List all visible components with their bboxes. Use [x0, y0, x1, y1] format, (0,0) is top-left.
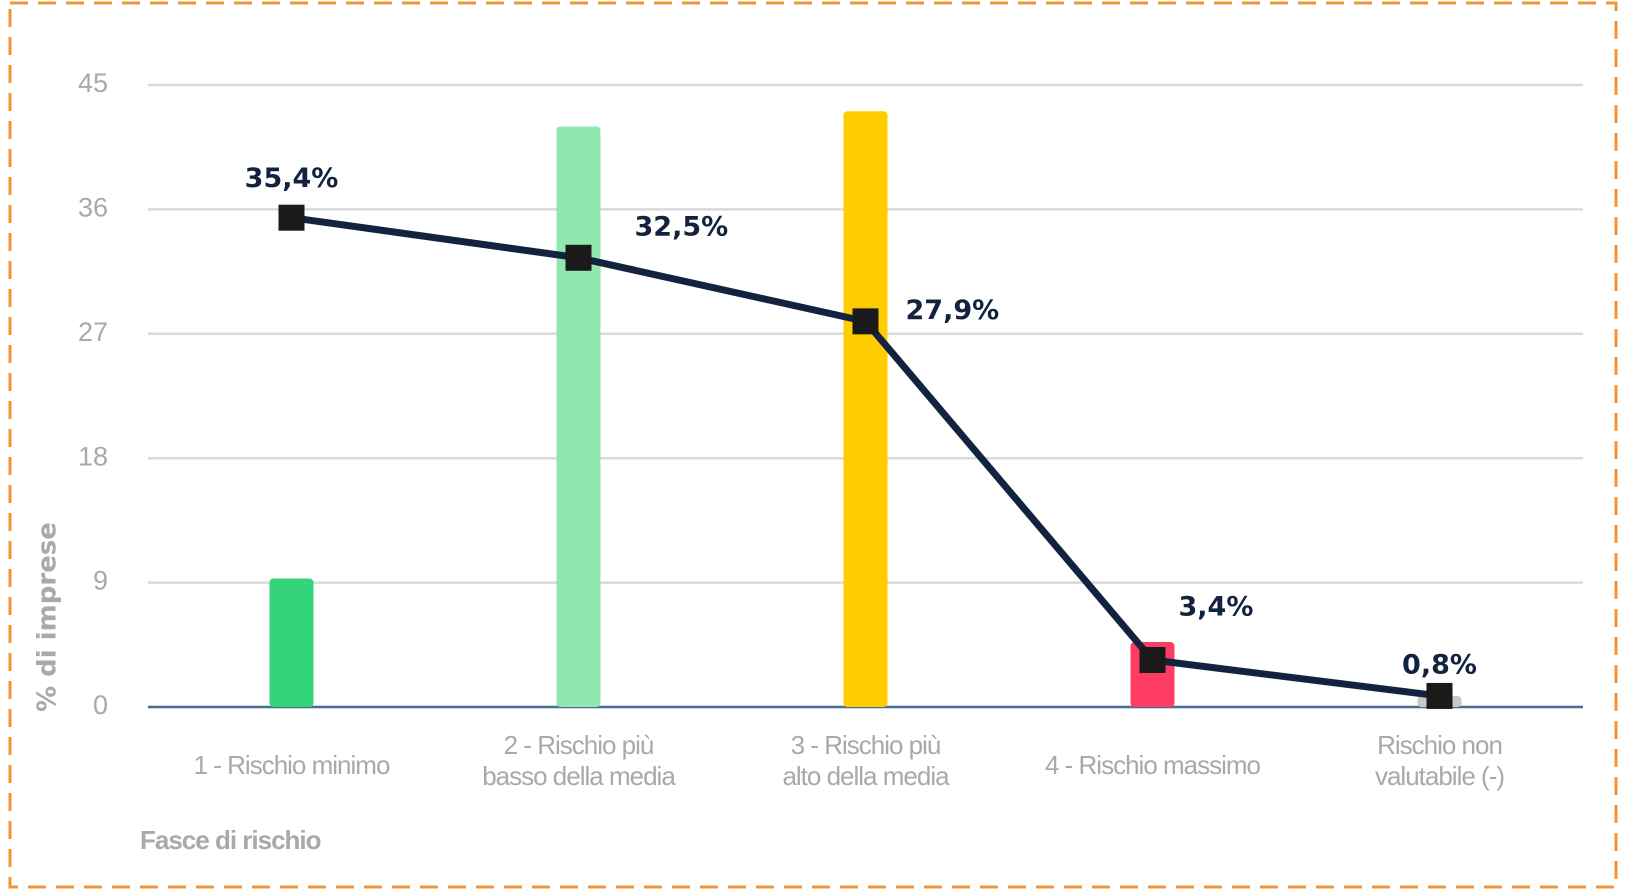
bar [556, 126, 601, 707]
y-tick-label: 36 [78, 193, 108, 223]
bar [843, 111, 888, 708]
y-axis-title: % di imprese [33, 522, 63, 712]
y-tick-label: 27 [78, 317, 108, 347]
x-axis-title: Fasce di rischio [140, 825, 321, 855]
chart-border [8, 1, 1618, 889]
marker [852, 308, 879, 335]
marker [1139, 647, 1166, 674]
x-tick-label: Rischio non valutabile (-) [1375, 730, 1504, 791]
y-tick-label: 9 [93, 566, 108, 596]
marker [1426, 682, 1453, 709]
marker [278, 204, 305, 231]
data-label: 27,9% [906, 295, 1000, 326]
data-label: 35,4% [245, 163, 339, 194]
y-tick-label: 0 [93, 690, 108, 720]
x-tick-label: 2 - Rischio più basso della media [482, 730, 676, 791]
y-tick-label: 45 [78, 68, 108, 98]
data-label: 32,5% [635, 211, 729, 242]
x-tick-label: 1 - Rischio minimo [194, 750, 390, 780]
data-label: 0,8% [1402, 649, 1477, 680]
marker [565, 244, 592, 271]
data-label: 3,4% [1179, 592, 1254, 623]
x-tick-label: 4 - Rischio massimo [1045, 750, 1261, 780]
x-tick-label: 3 - Rischio più alto della media [782, 730, 950, 791]
y-tick-label: 18 [78, 441, 108, 471]
bar [269, 578, 314, 707]
